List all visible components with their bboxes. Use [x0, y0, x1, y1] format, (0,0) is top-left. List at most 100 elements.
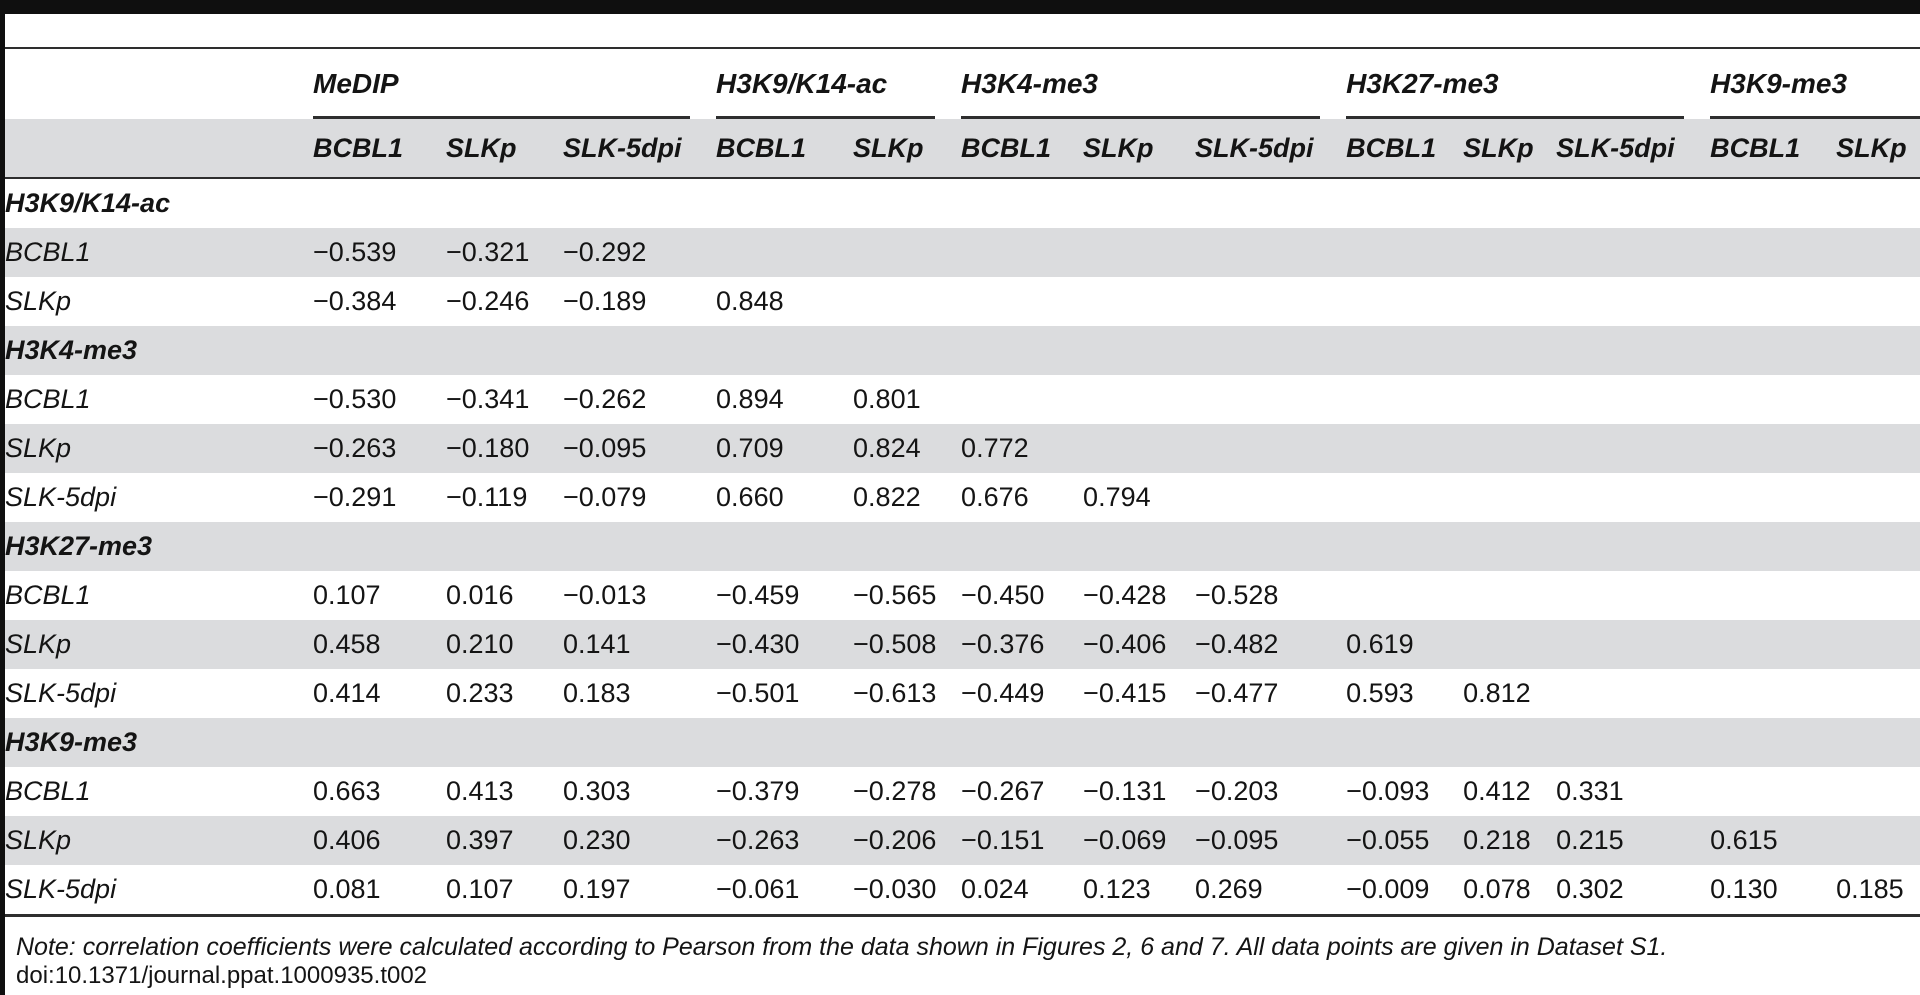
column-header: SLK-5dpi	[1556, 119, 1711, 179]
value-cell: 0.218	[1463, 816, 1557, 865]
value-cell: 0.619	[1346, 620, 1464, 669]
value-cell	[1556, 669, 1710, 718]
value-cell: −0.206	[853, 816, 962, 865]
value-cell	[1346, 473, 1463, 522]
value-cell: 0.824	[853, 424, 962, 473]
value-cell	[1463, 620, 1557, 669]
value-cell: 0.794	[1083, 482, 1151, 512]
row-group-label: H3K4-me3	[5, 326, 1920, 375]
value-cell	[1836, 620, 1920, 669]
row-label: BCBL1	[5, 228, 313, 277]
value-cell: 0.183	[563, 678, 631, 708]
value-cell: −0.341	[446, 384, 530, 414]
value-cell: −0.379	[716, 776, 800, 806]
value-cell	[1463, 375, 1556, 424]
value-cell: −0.376	[961, 620, 1084, 669]
value-cell	[1710, 228, 1837, 277]
value-cell: 0.414	[313, 678, 381, 708]
value-cell: −0.203	[1195, 776, 1279, 806]
value-cell: −0.263	[716, 816, 854, 865]
value-cell: 0.615	[1710, 816, 1837, 865]
column-header-row: BCBL1 SLKp SLK-5dpi BCBL1 SLKp BCBL1 SLKp SLK-5…	[5, 119, 1920, 179]
doi-text: doi:10.1371/journal.ppat.1000935.t002	[16, 962, 428, 989]
value-cell: 0.230	[563, 816, 717, 865]
value-cell	[1836, 669, 1920, 718]
column-header: BCBL1	[961, 119, 1084, 179]
column-group-header: MeDIP	[313, 47, 717, 119]
value-cell	[1463, 473, 1556, 522]
value-cell: −0.131	[1083, 776, 1167, 806]
left-edge-rule	[0, 0, 5, 995]
value-cell: −0.263	[313, 424, 446, 473]
table-row: BCBL1 −0.539 −0.321 −0.292	[5, 228, 1920, 277]
row-group-row: H3K4-me3	[5, 326, 1920, 375]
value-cell: 0.593	[1346, 678, 1414, 708]
value-cell: 0.302	[1556, 865, 1711, 917]
value-cell: 0.185	[1836, 865, 1920, 917]
value-cell: −0.501	[716, 678, 800, 708]
value-cell: −0.262	[563, 384, 647, 414]
value-cell: −0.246	[446, 286, 530, 316]
table-row: SLKp 0.458 0.210 0.141 −0.430 −0.508 −0.376 −0.…	[5, 620, 1920, 669]
value-cell	[1836, 375, 1920, 424]
column-header: SLKp	[446, 119, 563, 179]
value-cell: 0.024	[961, 865, 1084, 917]
value-cell	[961, 277, 1083, 326]
value-cell: 0.676	[961, 482, 1029, 512]
value-cell: −0.450	[961, 580, 1045, 610]
table-head: MeDIP H3K9/K14-ac H3K4-me3 H3K27-me3 H3K9-me…	[5, 47, 1920, 179]
value-cell: −0.267	[961, 776, 1045, 806]
value-cell: −0.508	[853, 620, 962, 669]
value-cell	[961, 375, 1083, 424]
column-group-header: H3K9-me3	[1710, 47, 1920, 119]
value-cell: 0.812	[1463, 678, 1531, 708]
value-cell: 0.233	[446, 678, 514, 708]
column-header: SLKp	[853, 119, 962, 179]
value-cell	[1346, 424, 1464, 473]
table-row: SLKp −0.384 −0.246 −0.189 0.848	[5, 277, 1920, 326]
value-cell: −0.095	[1195, 816, 1347, 865]
value-cell: −0.291	[313, 482, 397, 512]
value-cell: 0.210	[446, 620, 563, 669]
table-corner	[5, 47, 313, 119]
value-cell: −0.189	[563, 286, 647, 316]
value-cell: 0.107	[313, 580, 381, 610]
column-header: BCBL1	[716, 119, 854, 179]
value-cell: 0.331	[1556, 776, 1624, 806]
value-cell	[853, 228, 962, 277]
value-cell	[1710, 669, 1836, 718]
column-header: SLKp	[1836, 119, 1920, 179]
value-cell	[1710, 473, 1836, 522]
value-cell: −0.030	[853, 865, 962, 917]
value-cell: −0.292	[563, 228, 717, 277]
value-cell	[1195, 228, 1347, 277]
value-cell: −0.055	[1346, 816, 1464, 865]
column-group-header: H3K9/K14-ac	[716, 47, 962, 119]
top-rule-bar	[0, 0, 1920, 14]
value-cell	[1083, 375, 1195, 424]
value-cell: −0.013	[563, 580, 647, 610]
column-group-row: MeDIP H3K9/K14-ac H3K4-me3 H3K27-me3 H3K9-me…	[5, 47, 1920, 119]
column-header: SLK-5dpi	[563, 119, 717, 179]
value-cell	[1463, 424, 1557, 473]
row-label: BCBL1	[5, 580, 91, 610]
value-cell: −0.321	[446, 228, 563, 277]
value-cell	[1556, 228, 1711, 277]
row-label: SLK-5dpi	[5, 678, 117, 708]
value-cell	[1556, 473, 1710, 522]
column-header: BCBL1	[1710, 119, 1837, 179]
value-cell: 0.848	[716, 286, 784, 316]
value-cell: −0.539	[313, 228, 446, 277]
value-cell: 0.107	[446, 865, 563, 917]
value-cell	[1556, 571, 1710, 620]
row-group-row: H3K9/K14-ac	[5, 178, 1920, 228]
table-body: H3K9/K14-ac BCBL1 −0.539 −0.321 −0.292 SLKp −0…	[5, 178, 1920, 917]
value-cell	[1346, 277, 1463, 326]
value-cell: −0.061	[716, 865, 854, 917]
column-header: SLK-5dpi	[1195, 119, 1347, 179]
row-label: SLKp	[5, 816, 313, 865]
table-row: BCBL1 0.663 0.413 0.303 −0.379 −0.278 −0.267 −0…	[5, 767, 1920, 816]
value-cell: 0.663	[313, 776, 381, 806]
value-cell: −0.428	[1083, 580, 1167, 610]
